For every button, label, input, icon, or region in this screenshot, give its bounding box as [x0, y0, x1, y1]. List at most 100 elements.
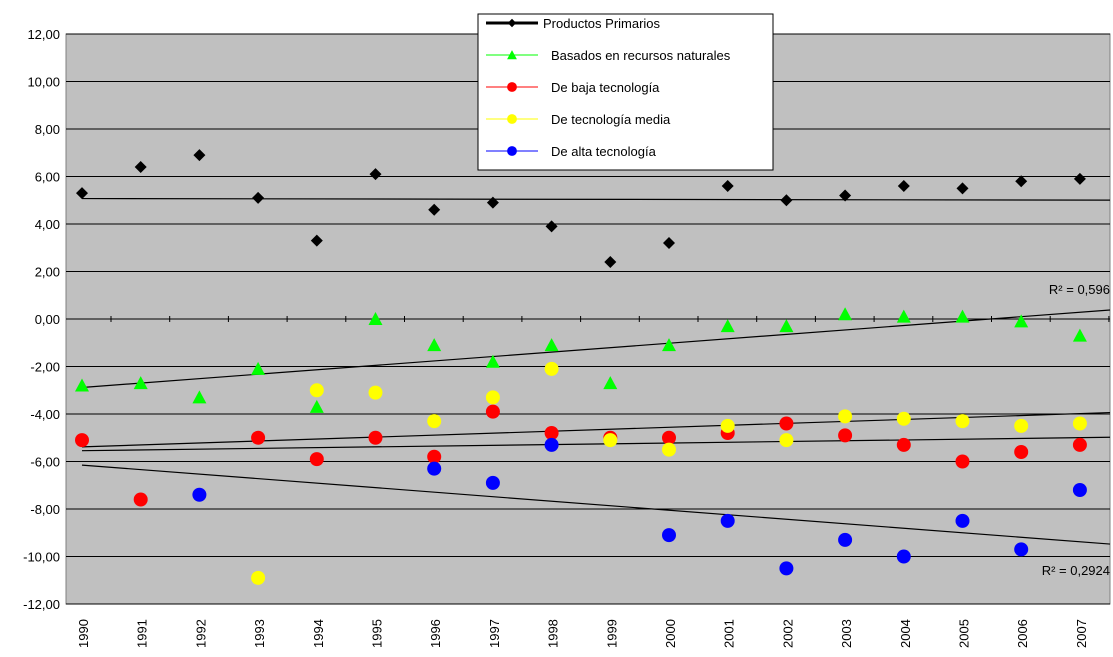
marker [1072, 483, 1087, 497]
marker [507, 146, 517, 156]
marker [192, 487, 207, 502]
marker [368, 430, 383, 445]
x-tick-label: 1997 [487, 619, 502, 648]
x-tick-label: 1990 [76, 619, 91, 648]
r2-annotation: R² = 0,2924 [1042, 563, 1110, 578]
marker [838, 409, 853, 424]
x-tick-label: 2004 [898, 619, 913, 648]
marker [133, 492, 148, 507]
marker [544, 361, 559, 376]
marker [251, 361, 266, 375]
marker [193, 149, 206, 162]
marker [75, 378, 89, 392]
y-tick-label: -12,00 [23, 597, 60, 612]
legend-label: Productos Primarios [543, 16, 661, 31]
marker [192, 390, 207, 404]
marker [604, 256, 617, 268]
marker [896, 437, 911, 452]
marker [662, 430, 676, 445]
x-tick-label: 1991 [135, 619, 150, 648]
marker [896, 549, 911, 564]
marker [544, 338, 559, 352]
marker [1014, 445, 1029, 459]
x-tick-label: 2003 [839, 619, 854, 648]
x-tick-label: 1995 [370, 619, 385, 648]
legend-label: De tecnología media [551, 112, 671, 127]
marker [428, 203, 441, 216]
legend-label: Basados en recursos naturales [551, 48, 731, 63]
legend-label: De alta tecnología [551, 144, 657, 159]
marker [507, 18, 517, 28]
marker [368, 385, 383, 400]
marker [507, 82, 517, 92]
x-tick-label: 2002 [780, 619, 795, 648]
y-tick-label: 2,00 [35, 265, 60, 280]
marker [779, 433, 794, 448]
marker [838, 532, 853, 547]
marker [252, 191, 265, 204]
marker [1015, 175, 1028, 188]
marker [603, 376, 618, 390]
marker [896, 309, 911, 323]
marker [955, 513, 970, 528]
marker [897, 180, 910, 192]
x-tick-label: 1998 [546, 619, 561, 648]
marker [427, 338, 442, 352]
marker [662, 338, 676, 352]
marker [427, 461, 442, 476]
marker [720, 319, 735, 333]
marker [779, 561, 794, 576]
y-tick-label: -4,00 [30, 407, 60, 422]
x-tick-label: 1994 [311, 619, 326, 648]
x-tick-label: 1993 [252, 619, 267, 648]
y-tick-label: 6,00 [35, 170, 60, 185]
marker [720, 513, 735, 528]
marker [309, 452, 324, 467]
marker [663, 237, 675, 249]
marker [251, 430, 266, 445]
trendline [81, 464, 1111, 545]
y-tick-label: -10,00 [23, 550, 60, 565]
y-tick-label: -2,00 [30, 360, 60, 375]
x-tick-label: 1999 [604, 619, 619, 648]
marker [544, 426, 559, 440]
marker [955, 309, 970, 323]
marker [368, 312, 383, 325]
marker [603, 433, 618, 448]
marker [838, 428, 853, 443]
marker [507, 50, 517, 60]
marker [779, 416, 794, 431]
y-tick-label: 10,00 [27, 75, 60, 90]
marker [486, 196, 499, 209]
marker [507, 114, 517, 124]
marker [1014, 314, 1029, 328]
legend-label: De baja tecnología [551, 80, 660, 95]
x-tick-label: 2005 [957, 619, 972, 648]
y-tick-label: 8,00 [35, 122, 60, 137]
marker [956, 182, 969, 195]
marker [721, 180, 734, 192]
x-tick-label: 1996 [428, 619, 443, 648]
marker [75, 433, 89, 448]
marker [76, 187, 88, 200]
x-tick-label: 2001 [722, 619, 737, 648]
marker [545, 220, 558, 233]
marker [1072, 328, 1087, 342]
marker [427, 414, 442, 429]
legend: Productos Primarios Basados en recursos n… [477, 13, 774, 171]
marker [251, 570, 266, 585]
marker [1014, 542, 1029, 557]
marker [662, 528, 676, 543]
marker [780, 194, 793, 207]
marker [955, 454, 970, 469]
marker [720, 418, 735, 433]
marker [662, 442, 676, 457]
y-tick-label: 4,00 [35, 217, 60, 232]
marker [133, 376, 148, 390]
marker [485, 475, 500, 490]
marker [485, 404, 500, 419]
marker [955, 414, 970, 429]
marker [779, 319, 794, 333]
marker [544, 437, 559, 452]
